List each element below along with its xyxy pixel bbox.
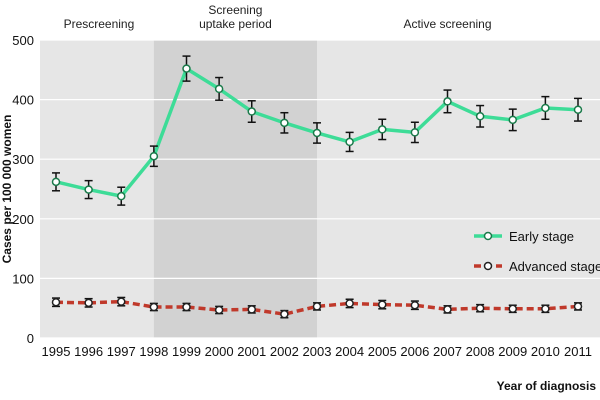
- y-tick-label: 100: [12, 271, 34, 286]
- legend-item: Advanced stage: [474, 259, 600, 274]
- legend-marker: [483, 231, 493, 241]
- data-point: [214, 84, 224, 94]
- legend-label: Early stage: [509, 229, 574, 244]
- legend-marker: [483, 261, 493, 271]
- data-point: [508, 304, 517, 314]
- y-axis-title: Cases per 100 000 women: [0, 115, 14, 264]
- data-point: [443, 97, 452, 106]
- period-label-prescreening: Prescreening: [64, 17, 135, 31]
- data-point: [508, 115, 517, 125]
- data-point: [117, 191, 126, 201]
- period-labels: Prescreening Screening uptake period Act…: [64, 3, 492, 31]
- data-point: [51, 177, 61, 187]
- period-label-screening-uptake-line2: uptake period: [199, 17, 272, 31]
- x-tick-label: 2000: [205, 344, 234, 359]
- data-point: [312, 302, 322, 311]
- x-tick-label: 2010: [531, 344, 560, 359]
- data-point: [117, 297, 126, 306]
- x-tick-label: 2008: [466, 344, 495, 359]
- x-tick-label: 2001: [237, 344, 266, 359]
- data-point: [247, 305, 256, 314]
- data-point: [84, 185, 93, 194]
- data-point: [573, 105, 583, 114]
- data-point: [182, 64, 191, 73]
- data-point: [475, 303, 485, 313]
- period-label-screening-uptake-line1: Screening: [208, 3, 262, 17]
- data-point: [443, 305, 452, 314]
- x-tick-label: 1996: [74, 344, 103, 359]
- x-tick-label: 2011: [564, 344, 592, 359]
- data-point: [378, 125, 387, 134]
- data-point: [378, 300, 387, 309]
- data-point: [345, 299, 354, 308]
- data-point: [345, 137, 354, 147]
- data-point: [541, 304, 550, 314]
- legend: Early stage Advanced stage: [474, 229, 600, 274]
- x-tick-label: 2003: [303, 344, 332, 359]
- data-point: [573, 302, 583, 311]
- y-axis-ticks: 0 100 200 300 400 500: [12, 33, 34, 346]
- x-tick-label: 1999: [172, 344, 201, 359]
- y-tick-label: 500: [12, 33, 34, 48]
- data-point: [410, 128, 420, 137]
- gridlines: [40, 39, 600, 339]
- x-tick-label: 1995: [42, 344, 71, 359]
- x-tick-label: 2005: [368, 344, 397, 359]
- x-axis-title: Year of diagnosis: [497, 379, 597, 393]
- x-tick-label: 1998: [139, 344, 168, 359]
- y-tick-label: 400: [12, 93, 34, 108]
- x-tick-label: 2009: [498, 344, 527, 359]
- data-point: [475, 112, 485, 121]
- period-label-active-screening: Active screening: [403, 17, 491, 31]
- data-point: [312, 128, 322, 138]
- data-point: [247, 107, 256, 116]
- y-tick-label: 200: [12, 212, 34, 227]
- data-point: [182, 302, 191, 312]
- screening-uptake-shading: [153, 40, 317, 338]
- legend-item: Early stage: [474, 229, 574, 244]
- data-point: [149, 151, 159, 161]
- data-point: [280, 309, 289, 319]
- plot-panel: [40, 40, 600, 338]
- series-0: [51, 55, 583, 206]
- data-point: [280, 118, 289, 128]
- data-point: [149, 302, 159, 312]
- y-tick-label: 0: [27, 331, 34, 346]
- x-axis-ticks: 1995 1996 1997 1998 1999 2000 2001 2002 2003 2004…: [42, 344, 592, 359]
- data-point: [51, 297, 61, 307]
- data-point: [84, 298, 93, 308]
- x-tick-label: 2002: [270, 344, 299, 359]
- x-tick-label: 1997: [107, 344, 136, 359]
- legend-label: Advanced stage: [509, 259, 600, 274]
- y-tick-label: 300: [12, 152, 34, 167]
- data-point: [214, 305, 224, 315]
- data-point: [410, 300, 420, 310]
- x-tick-label: 2006: [400, 344, 429, 359]
- x-tick-label: 2004: [335, 344, 364, 359]
- x-tick-label: 2007: [433, 344, 462, 359]
- data-point: [541, 103, 550, 113]
- series-1: [51, 296, 583, 319]
- series-layer: [51, 55, 583, 319]
